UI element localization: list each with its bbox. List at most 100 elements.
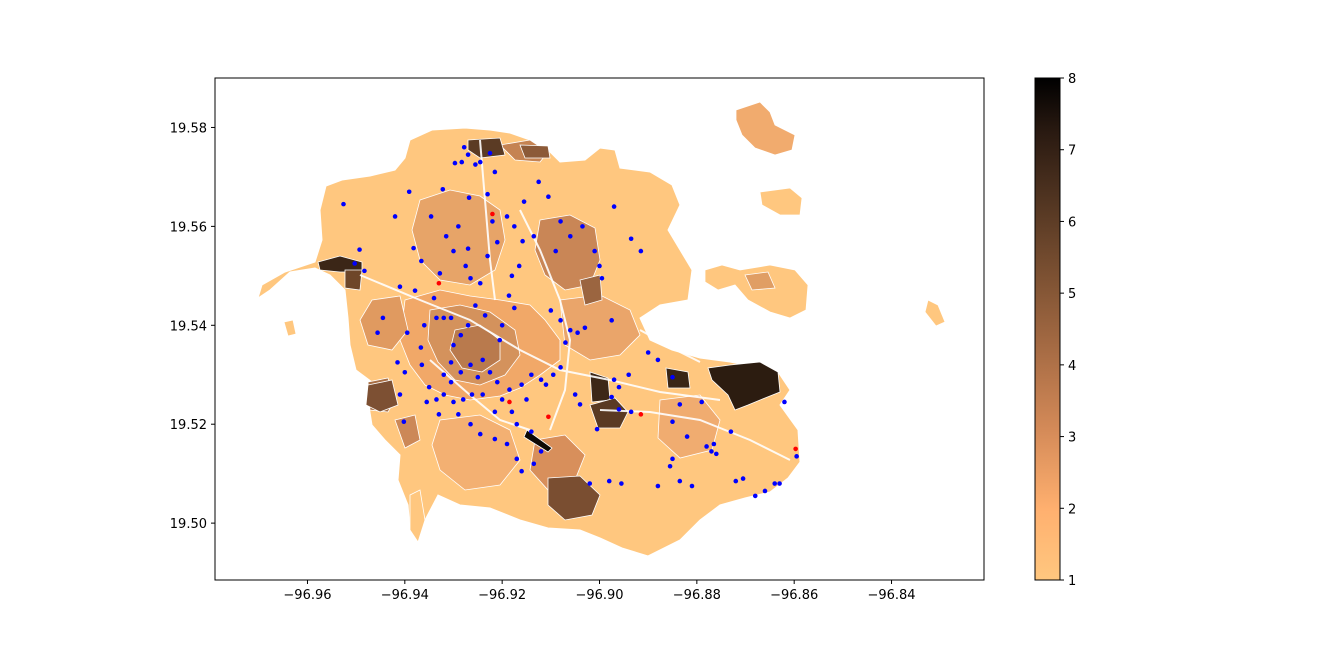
blue-point bbox=[477, 280, 483, 286]
blue-point bbox=[468, 421, 473, 427]
blue-point bbox=[670, 419, 675, 425]
blue-point bbox=[424, 399, 430, 405]
blue-point bbox=[401, 419, 407, 425]
blue-point bbox=[506, 293, 512, 298]
blue-point bbox=[529, 372, 534, 378]
blue-point bbox=[451, 342, 456, 348]
district-ne-island bbox=[735, 101, 796, 156]
blue-point bbox=[456, 412, 461, 417]
blue-point bbox=[441, 315, 447, 321]
blue-point bbox=[538, 449, 544, 454]
x-tick-label: −96.92 bbox=[478, 588, 526, 603]
blue-point bbox=[458, 332, 464, 338]
blue-point bbox=[504, 214, 510, 219]
blue-point bbox=[456, 224, 461, 229]
blue-point bbox=[437, 271, 443, 276]
blue-point bbox=[546, 194, 551, 199]
blue-point bbox=[434, 397, 439, 402]
blue-point bbox=[519, 468, 524, 474]
blue-point bbox=[436, 412, 442, 417]
blue-point bbox=[689, 483, 695, 489]
blue-point bbox=[521, 199, 527, 204]
blue-point bbox=[677, 478, 683, 484]
blue-point bbox=[577, 402, 583, 407]
y-tick-label: 19.56 bbox=[170, 220, 207, 235]
blue-point bbox=[451, 399, 456, 405]
colorbar-ticks: 1 2 3 4 5 6 7 8 bbox=[1060, 72, 1076, 589]
x-tick-label: −96.96 bbox=[283, 588, 331, 603]
blue-point bbox=[699, 399, 705, 405]
blue-point bbox=[597, 263, 602, 269]
y-tick-label: 19.54 bbox=[170, 319, 207, 334]
blue-point bbox=[463, 263, 468, 269]
blue-point bbox=[782, 399, 787, 405]
red-point bbox=[436, 280, 442, 286]
blue-point bbox=[494, 379, 500, 385]
blue-point bbox=[582, 325, 588, 331]
blue-point bbox=[480, 392, 485, 397]
blue-point bbox=[529, 429, 534, 434]
blue-point bbox=[362, 268, 367, 274]
blue-point bbox=[548, 308, 554, 313]
blue-point bbox=[628, 409, 634, 415]
district-dark-6 bbox=[547, 475, 601, 521]
blue-point bbox=[380, 315, 386, 321]
blue-point bbox=[448, 360, 454, 365]
x-tick-label: −96.90 bbox=[575, 588, 623, 603]
district-dark-8 bbox=[344, 269, 363, 291]
blue-point bbox=[777, 481, 782, 486]
blue-point bbox=[431, 295, 437, 301]
blue-point bbox=[497, 337, 503, 343]
blue-point bbox=[536, 179, 541, 185]
blue-point bbox=[516, 263, 522, 269]
blue-point bbox=[538, 377, 544, 382]
blue-point bbox=[594, 426, 600, 432]
blue-point bbox=[434, 315, 439, 321]
district-mid-9 bbox=[359, 295, 409, 351]
blue-point bbox=[611, 204, 617, 209]
blue-point bbox=[441, 392, 447, 397]
blue-point bbox=[475, 374, 481, 380]
district-far-east bbox=[924, 299, 946, 327]
blue-point bbox=[412, 288, 418, 293]
blue-point bbox=[524, 397, 529, 402]
district-mid-14 bbox=[579, 274, 603, 306]
blue-point bbox=[609, 394, 614, 400]
red-point bbox=[793, 446, 798, 452]
blue-point bbox=[514, 456, 520, 462]
blue-point bbox=[477, 431, 483, 437]
blue-point bbox=[572, 392, 578, 397]
x-tick-label: −96.94 bbox=[381, 588, 429, 603]
blue-point bbox=[411, 245, 416, 251]
blue-point bbox=[466, 195, 472, 200]
blue-point bbox=[628, 236, 634, 242]
blue-point bbox=[762, 488, 768, 494]
y-tick-label: 19.58 bbox=[170, 121, 207, 136]
red-point bbox=[546, 414, 551, 420]
blue-point bbox=[709, 449, 714, 454]
x-tick-label: −96.88 bbox=[673, 588, 721, 603]
blue-point bbox=[492, 169, 498, 175]
colorbar-tick-label: 8 bbox=[1068, 72, 1076, 87]
district-dark-9 bbox=[467, 137, 506, 159]
colorbar-tick-label: 7 bbox=[1068, 144, 1076, 159]
district-dark-2 bbox=[665, 367, 691, 389]
blue-point bbox=[740, 476, 746, 481]
blue-point bbox=[531, 233, 537, 239]
red-points-series bbox=[436, 211, 798, 452]
blue-point bbox=[473, 303, 478, 308]
blue-point bbox=[514, 421, 520, 427]
blue-point bbox=[704, 444, 709, 449]
district-s-strip bbox=[409, 489, 426, 543]
blue-point bbox=[670, 456, 675, 462]
blue-point bbox=[499, 397, 505, 402]
blue-point bbox=[418, 345, 424, 350]
red-point bbox=[490, 211, 495, 217]
blue-point bbox=[667, 463, 673, 469]
blue-point bbox=[448, 315, 454, 321]
blue-point bbox=[487, 369, 493, 375]
blue-point bbox=[512, 305, 517, 311]
y-axis-ticks: 19.50 19.52 19.54 19.56 19.58 bbox=[170, 121, 215, 532]
blue-point bbox=[543, 382, 549, 387]
